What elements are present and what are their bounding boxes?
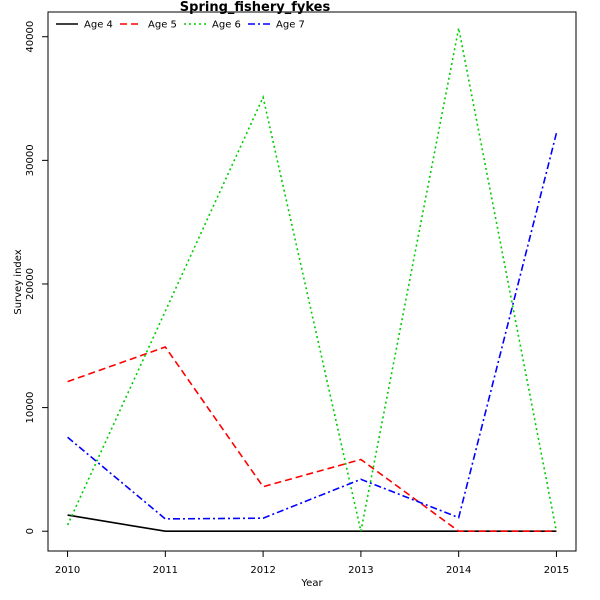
y-axis: 0 10000 20000 30000 40000 bbox=[25, 21, 48, 534]
y-axis-label: Survey index bbox=[13, 249, 24, 314]
legend-label: Age 6 bbox=[212, 20, 241, 31]
x-tick-label: 2014 bbox=[446, 565, 471, 576]
y-tick-label: 0 bbox=[25, 528, 36, 534]
plot-frame bbox=[47, 11, 577, 552]
x-tick-label: 2015 bbox=[544, 565, 569, 576]
x-axis-label: Year bbox=[300, 578, 323, 589]
x-tick-label: 2010 bbox=[55, 565, 80, 576]
legend-label: Age 4 bbox=[84, 20, 113, 31]
legend-label: Age 5 bbox=[148, 20, 177, 31]
y-tick-label: 30000 bbox=[25, 144, 36, 176]
legend: Age 4 Age 5 Age 6 Age 7 bbox=[56, 20, 305, 31]
x-tick-label: 2011 bbox=[153, 565, 178, 576]
y-tick-label: 10000 bbox=[25, 392, 36, 424]
series-layer bbox=[66, 27, 558, 533]
legend-label: Age 7 bbox=[276, 20, 305, 31]
y-tick-label: 40000 bbox=[25, 21, 36, 53]
series-line-age-6 bbox=[66, 27, 558, 532]
series-line-age-4 bbox=[67, 514, 557, 533]
y-tick-label: 20000 bbox=[25, 268, 36, 300]
x-tick-label: 2012 bbox=[250, 565, 275, 576]
series-line-age-5 bbox=[67, 346, 557, 533]
x-axis: 2010 2011 2012 2013 2014 2015 bbox=[55, 551, 569, 576]
x-tick-label: 2013 bbox=[348, 565, 373, 576]
chart-title: Spring_fishery_fykes bbox=[180, 0, 331, 15]
series-line-age-7 bbox=[67, 133, 558, 520]
